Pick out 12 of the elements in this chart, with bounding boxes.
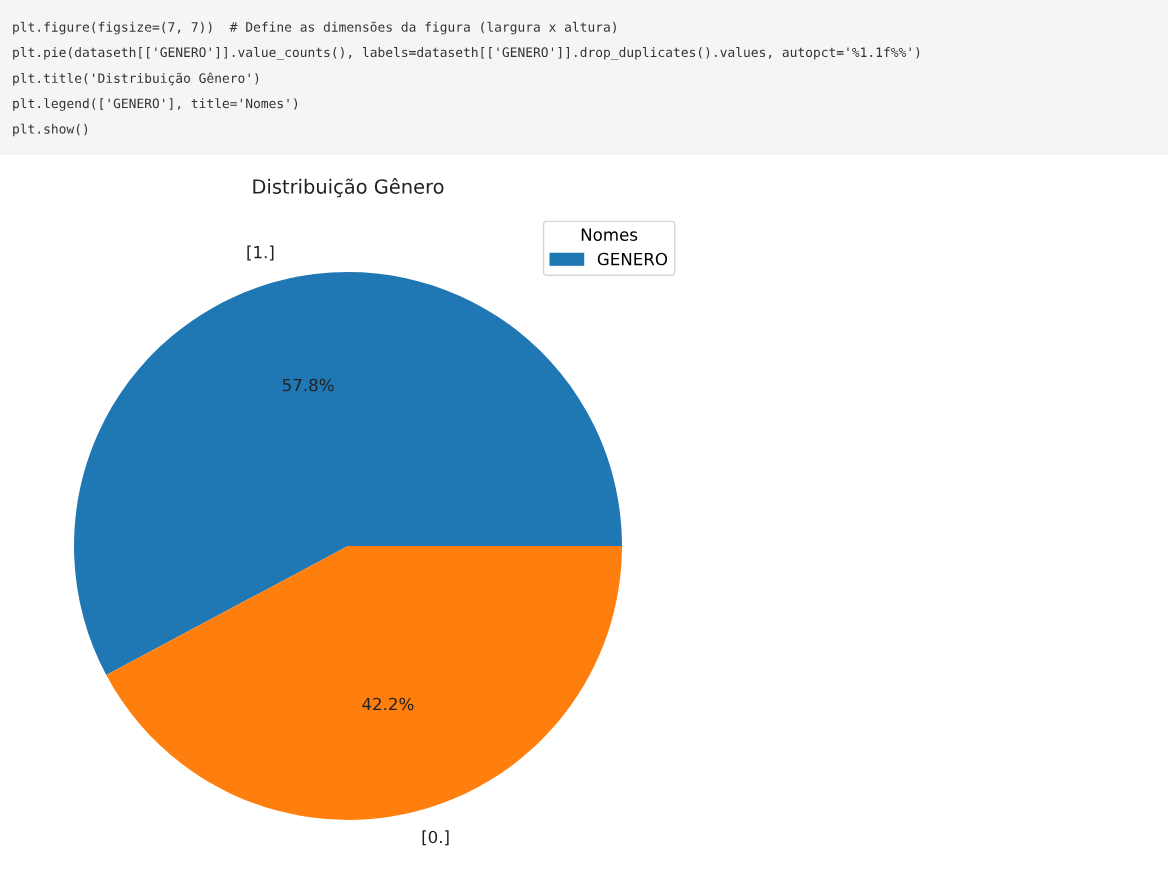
legend-label: GENERO [597,252,668,266]
slice-label: [0.] [422,830,449,846]
text: plt.legend(['GENERO'], title='Nomes') [13,98,298,111]
slice-label: [1.] [247,245,274,261]
text: 42.2% [362,697,414,711]
text: plt.pie(dataseth[['GENERO']].value_counts(), labels=dataseth[['GENERO']].drop_duplicates().values, autopct='%1.1f%%') [13,47,920,60]
text: plt.show() [13,123,88,137]
chart-title: Distribuição Gênero [253,178,444,198]
text: 57.8% [282,378,334,392]
text: plt.title('Distribuição Gênero') [13,72,259,86]
legend-title: Nomes [581,228,638,241]
text: plt.figure(figsize=(7, 7)) # Define as dimensões da figura (largura x altura) [13,21,616,35]
